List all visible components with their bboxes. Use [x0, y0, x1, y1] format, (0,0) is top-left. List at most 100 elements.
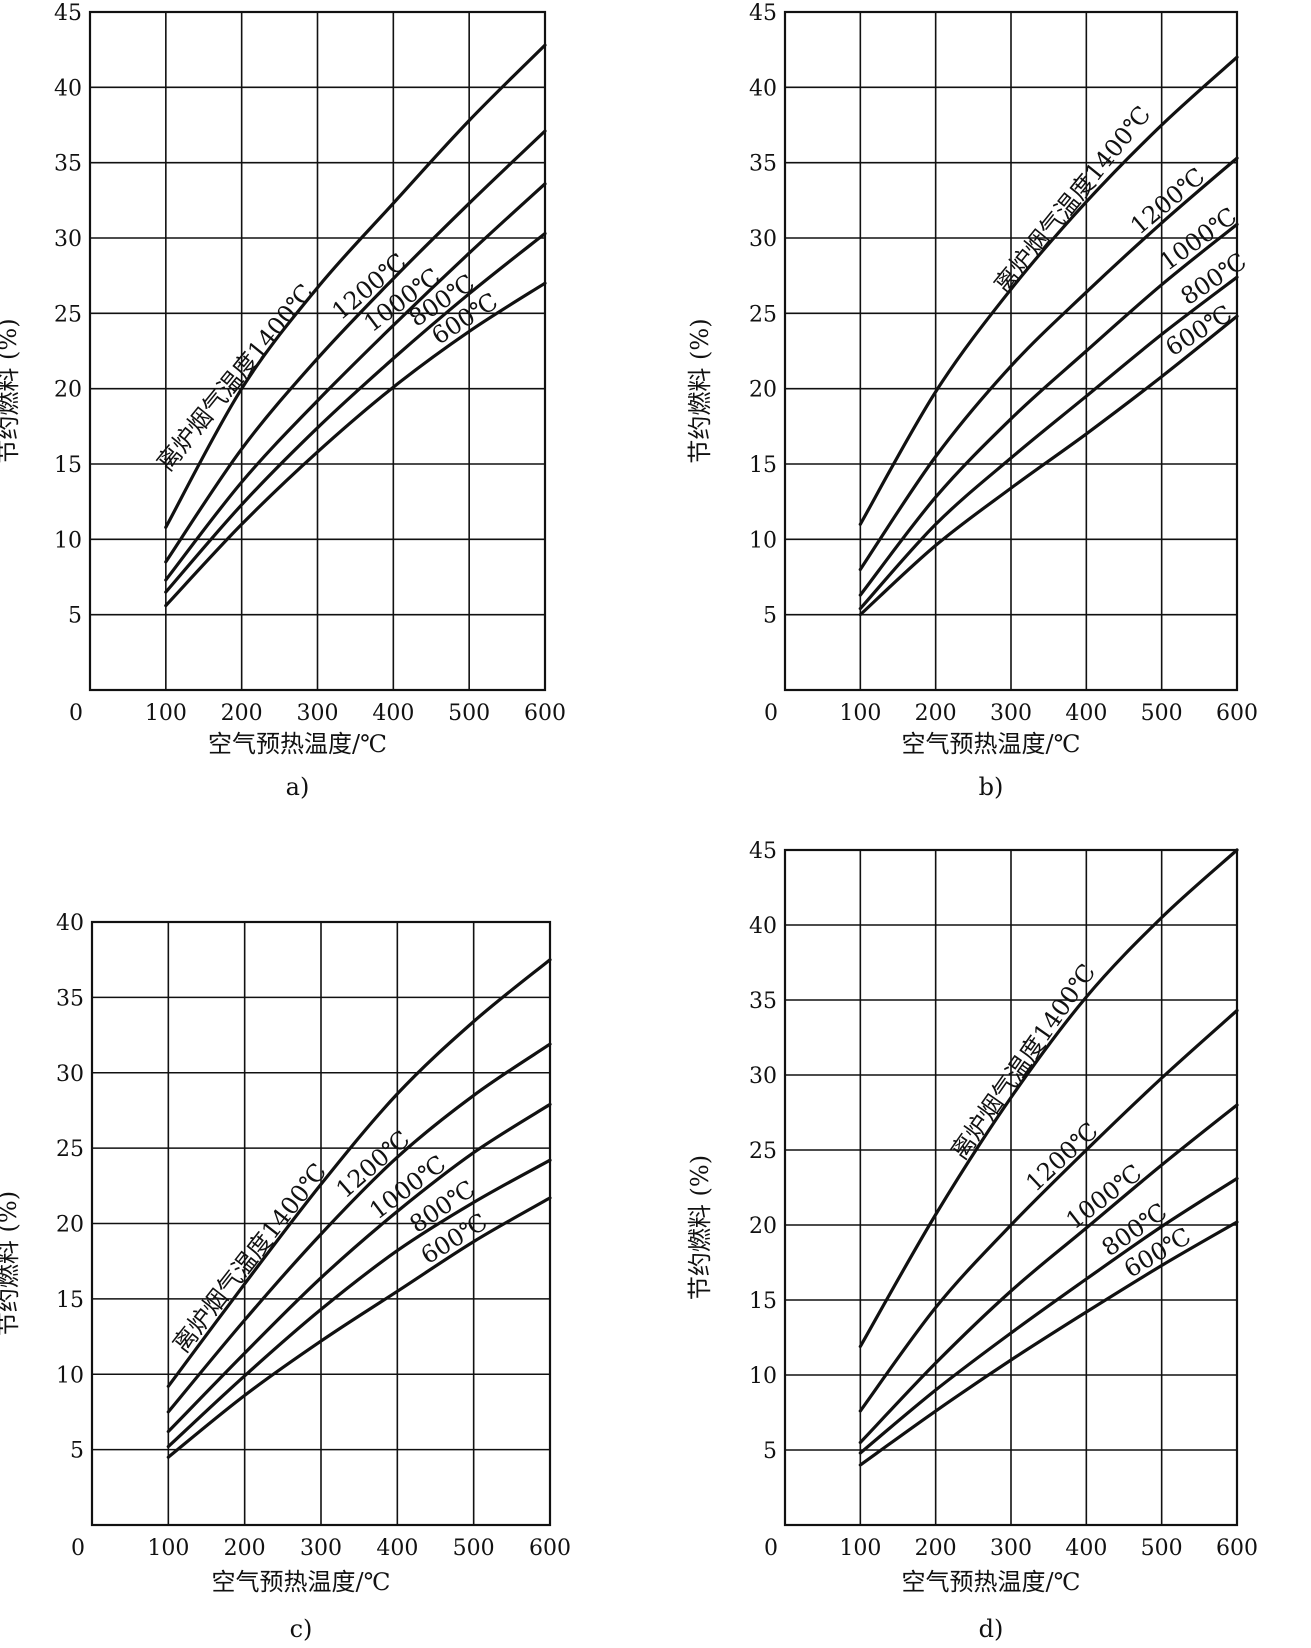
- y-tick-label: 35: [54, 152, 82, 177]
- series-line-2: [164, 182, 547, 582]
- y-tick-label: 40: [749, 914, 777, 939]
- plot-frame: [90, 920, 552, 1527]
- y-tick-label: 45: [54, 1, 82, 26]
- x-tick-label: 200: [915, 1536, 957, 1561]
- series-line-0: [858, 55, 1239, 526]
- series-line-0: [858, 848, 1239, 1349]
- y-tick-label: 15: [749, 453, 777, 478]
- y-tick-label: 25: [56, 1137, 84, 1162]
- series-line-2: [858, 222, 1239, 597]
- x-tick-label: 300: [990, 701, 1032, 726]
- x-tick-label: 600: [1216, 701, 1258, 726]
- y-tick-label: 45: [749, 839, 777, 864]
- x-tick-label: 0: [71, 1536, 85, 1561]
- chart-panel-b: 5 10 15 20 25 30 35 40 45 0 100 200 300 400 500 600 空气预热…: [686, 1, 1258, 801]
- y-tick-label: 20: [56, 1213, 84, 1238]
- y-axis-title: 节约燃料 (%): [0, 1191, 22, 1336]
- x-tick-label: 200: [224, 1536, 266, 1561]
- y-tick-label: 25: [749, 1139, 777, 1164]
- y-tick-label: 20: [749, 1214, 777, 1239]
- y-tick-label: 5: [68, 604, 82, 629]
- x-tick-label: 600: [529, 1536, 571, 1561]
- x-tick-label: 300: [297, 701, 339, 726]
- x-tick-label: 200: [221, 701, 263, 726]
- series-line-0: [166, 958, 552, 1388]
- series-line-4: [858, 314, 1239, 617]
- series-label: 离炉烟气温度1400℃: [167, 1158, 332, 1358]
- x-tick-label: 500: [453, 1536, 495, 1561]
- y-axis-title: 节约燃料 (%): [0, 318, 22, 463]
- y-tick-label: 15: [56, 1288, 84, 1313]
- series-label: 离炉烟气温度1400℃: [152, 279, 320, 477]
- plot-frame: [783, 848, 1239, 1527]
- series-line-1: [166, 1042, 552, 1414]
- plot-frame: [88, 10, 547, 692]
- y-tick-label: 30: [54, 227, 82, 252]
- y-tick-label: 25: [54, 302, 82, 327]
- y-tick-label: 15: [54, 453, 82, 478]
- chart-panel-a: 5 10 15 20 25 30 35 40 45 0 100 200 300 400 500 600 空气预热…: [0, 1, 566, 801]
- series-line-0: [164, 43, 547, 529]
- x-axis-title: 空气预热温度/℃: [902, 730, 1081, 758]
- series-line-4: [164, 281, 547, 608]
- series-label: 离炉烟气温度1400℃: [989, 101, 1157, 299]
- x-tick-label: 400: [372, 701, 414, 726]
- x-tick-label: 100: [145, 701, 187, 726]
- x-tick-label: 500: [1141, 701, 1183, 726]
- x-axis-title: 空气预热温度/℃: [212, 1568, 391, 1596]
- y-tick-label: 5: [763, 1439, 777, 1464]
- series-line-4: [858, 1220, 1239, 1467]
- y-tick-label: 30: [749, 227, 777, 252]
- y-tick-label: 25: [749, 302, 777, 327]
- x-tick-label: 500: [1141, 1536, 1183, 1561]
- x-tick-label: 400: [1065, 1536, 1107, 1561]
- series-line-2: [858, 1103, 1239, 1445]
- panel-caption: d): [979, 1615, 1004, 1643]
- chart-panel-d: 5 10 15 20 25 30 35 40 45 0 100 200 300 400 500 600 空气预热…: [686, 839, 1258, 1643]
- panel-caption: a): [286, 773, 310, 801]
- x-axis-title: 空气预热温度/℃: [208, 730, 387, 758]
- series-line-3: [166, 1158, 552, 1449]
- y-tick-label: 10: [749, 1364, 777, 1389]
- x-axis-title: 空气预热温度/℃: [902, 1568, 1081, 1596]
- y-tick-label: 20: [54, 378, 82, 403]
- y-tick-label: 20: [749, 378, 777, 403]
- panel-caption: b): [979, 773, 1004, 801]
- series-label: 1200℃: [1020, 1117, 1103, 1197]
- series-line-1: [164, 129, 547, 564]
- y-tick-label: 35: [749, 152, 777, 177]
- plot-frame: [783, 10, 1239, 692]
- series-line-2: [166, 1102, 552, 1434]
- series-line-3: [164, 231, 547, 594]
- y-tick-label: 15: [749, 1289, 777, 1314]
- series-line-1: [858, 156, 1239, 572]
- y-tick-label: 10: [749, 528, 777, 553]
- x-tick-label: 0: [764, 1536, 778, 1561]
- y-tick-label: 35: [749, 989, 777, 1014]
- panel-caption: c): [290, 1615, 313, 1643]
- y-tick-label: 5: [70, 1439, 84, 1464]
- x-tick-label: 400: [376, 1536, 418, 1561]
- y-tick-label: 5: [763, 604, 777, 629]
- x-tick-label: 0: [764, 701, 778, 726]
- series-label: 600℃: [1161, 300, 1237, 362]
- y-axis-title: 节约燃料 (%): [686, 1155, 714, 1300]
- series-line-4: [166, 1196, 552, 1459]
- x-tick-label: 200: [915, 701, 957, 726]
- x-tick-label: 600: [524, 701, 566, 726]
- y-tick-label: 45: [749, 1, 777, 26]
- x-tick-label: 400: [1065, 701, 1107, 726]
- x-tick-label: 300: [990, 1536, 1032, 1561]
- y-tick-label: 40: [749, 76, 777, 101]
- x-tick-label: 300: [300, 1536, 342, 1561]
- y-tick-label: 40: [54, 76, 82, 101]
- x-tick-label: 500: [448, 701, 490, 726]
- y-tick-label: 30: [749, 1064, 777, 1089]
- x-tick-label: 100: [147, 1536, 189, 1561]
- x-tick-label: 100: [839, 701, 881, 726]
- y-tick-label: 30: [56, 1062, 84, 1087]
- x-tick-label: 0: [69, 701, 83, 726]
- y-tick-label: 10: [56, 1363, 84, 1388]
- x-tick-label: 100: [839, 1536, 881, 1561]
